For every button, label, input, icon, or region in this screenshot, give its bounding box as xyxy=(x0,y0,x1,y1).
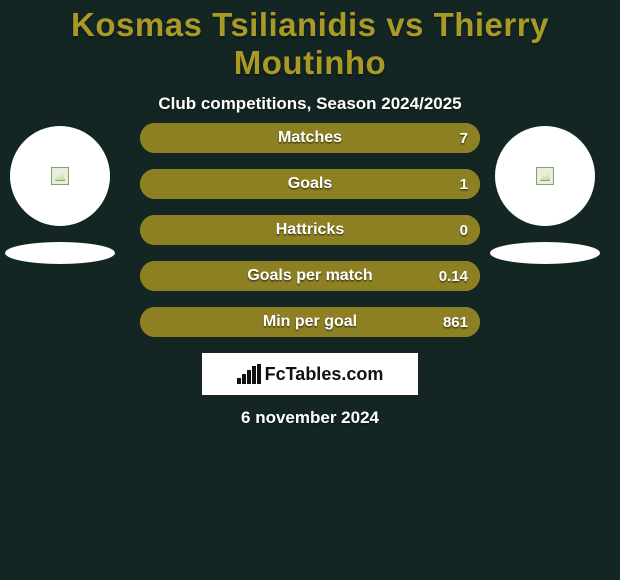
stat-bar-value-right: 861 xyxy=(443,307,468,337)
stat-bar-value-right: 0 xyxy=(460,215,468,245)
stat-bar-label: Matches xyxy=(140,123,480,153)
page-subtitle: Club competitions, Season 2024/2025 xyxy=(0,94,620,114)
stat-bar-label: Goals per match xyxy=(140,261,480,291)
stat-bar: Min per goal861 xyxy=(140,307,480,337)
stat-bar-value-right: 0.14 xyxy=(439,261,468,291)
stat-bars: Matches7Goals1Hattricks0Goals per match0… xyxy=(140,123,480,353)
comparison-infographic: Kosmas Tsilianidis vs Thierry Moutinho C… xyxy=(0,0,620,580)
player-left-shadow xyxy=(5,242,115,264)
generation-date: 6 november 2024 xyxy=(0,408,620,428)
page-title: Kosmas Tsilianidis vs Thierry Moutinho xyxy=(0,0,620,82)
stat-bar-label: Min per goal xyxy=(140,307,480,337)
player-right-shadow xyxy=(490,242,600,264)
broken-image-icon xyxy=(51,167,69,185)
stat-bar: Hattricks0 xyxy=(140,215,480,245)
stat-bar: Matches7 xyxy=(140,123,480,153)
stat-bar-label: Hattricks xyxy=(140,215,480,245)
brand-badge: FcTables.com xyxy=(202,353,418,395)
stat-bar: Goals per match0.14 xyxy=(140,261,480,291)
player-right-portrait xyxy=(495,126,595,226)
player-left-portrait xyxy=(10,126,110,226)
stat-bar-label: Goals xyxy=(140,169,480,199)
player-right xyxy=(490,126,600,264)
player-left xyxy=(5,126,115,264)
stat-bar-value-right: 1 xyxy=(460,169,468,199)
brand-chart-icon xyxy=(237,364,261,384)
stat-bar: Goals1 xyxy=(140,169,480,199)
stat-bar-value-right: 7 xyxy=(460,123,468,153)
brand-text: FcTables.com xyxy=(265,364,384,385)
broken-image-icon xyxy=(536,167,554,185)
